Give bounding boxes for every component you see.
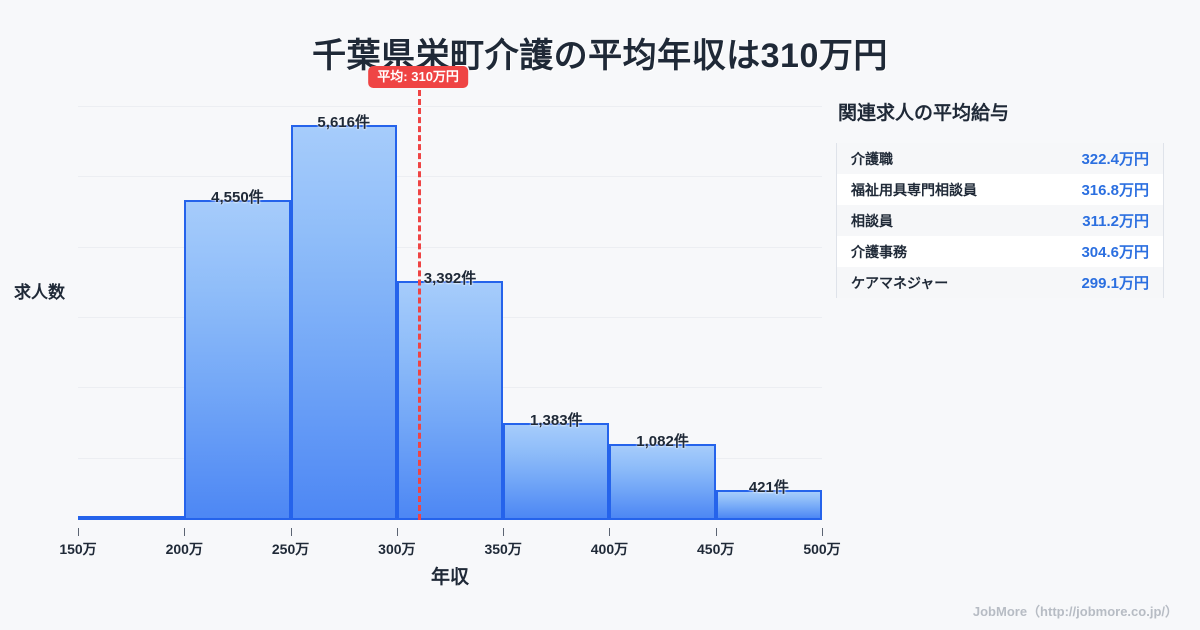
bar-value-label: 5,616件 (317, 114, 370, 131)
panel-heading: 関連求人の平均給与 (838, 103, 1010, 124)
x-axis-tick-label: 350万 (484, 541, 522, 557)
plot-area: 4,550件 5,616件 3,392件 1,383件 1,082件 421件 150万 20… (59, 66, 841, 557)
average-salary-value: 311.2万円 (1082, 213, 1149, 230)
y-axis-title: 求人数 (14, 283, 65, 302)
job-title-label: 福祉用具専門相談員 (851, 181, 977, 198)
average-salary-value: 316.8万円 (1081, 182, 1149, 199)
x-axis-tick-label: 250万 (271, 541, 310, 557)
x-axis-tick-label: 150万 (59, 541, 97, 557)
histogram-bar (290, 125, 397, 520)
table-row[interactable]: ケアマネジャー 299.1万円 (837, 267, 1163, 298)
watermark: JobMore（http://jobmore.co.jp/） (972, 604, 1178, 619)
x-axis-tick (290, 528, 292, 536)
histogram-bar (184, 199, 291, 520)
table-row[interactable]: 介護職 322.4万円 (837, 143, 1163, 174)
x-axis-tick (396, 528, 398, 536)
bar-value-label: 1,383件 (530, 411, 583, 429)
salary-table: 介護職 322.4万円福祉用具専門相談員 316.8万円相談員 311.2万円介護事務… (836, 143, 1164, 298)
bar-value-label: 1,082件 (636, 432, 689, 450)
x-axis-tick-label: 450万 (697, 541, 735, 557)
histogram-bar (503, 422, 610, 520)
table-row[interactable]: 介護事務 304.6万円 (837, 236, 1163, 267)
average-badge: 平均: 310万円 (368, 66, 468, 88)
job-title-label: 相談員 (851, 212, 893, 229)
histogram-bar (78, 515, 185, 520)
x-axis-tick (184, 528, 186, 536)
x-axis-tick (78, 528, 79, 536)
job-title-label: 介護事務 (851, 243, 907, 260)
job-title-label: 介護職 (851, 150, 893, 167)
x-axis-tick-label: 500万 (803, 541, 841, 557)
x-axis-tick (503, 528, 505, 536)
x-axis-tick-label: 200万 (165, 541, 203, 557)
gridline (78, 246, 822, 248)
average-line (418, 90, 422, 520)
x-axis-title: 年収 (430, 567, 469, 588)
histogram-chart: 求人数 4,550件 5,616件 3,392件 1,383件 1,082件 421件 15… (0, 66, 841, 590)
x-axis-tick-label: 300万 (378, 541, 416, 557)
histogram-bar (609, 443, 716, 520)
job-title-label: ケアマネジャー (851, 274, 949, 291)
bar-value-label: 3,392件 (423, 270, 477, 288)
average-salary-value: 322.4万円 (1081, 151, 1149, 168)
x-axis-tick-label: 400万 (590, 541, 629, 557)
x-axis-tick (609, 528, 611, 536)
table-row[interactable]: 相談員 311.2万円 (837, 205, 1163, 236)
table-row[interactable]: 福祉用具専門相談員 316.8万円 (837, 174, 1163, 205)
histogram-bar (715, 490, 822, 520)
gridline (78, 176, 822, 178)
average-salary-value: 299.1万円 (1081, 275, 1149, 292)
gridline (78, 106, 822, 107)
x-axis-tick (715, 528, 717, 536)
bar-value-label: 4,550件 (211, 188, 264, 206)
page-title: 千葉県栄町介護の平均年収は310万円 (312, 37, 888, 75)
related-salary-panel: 関連求人の平均給与 介護職 322.4万円福祉用具専門相談員 316.8万円相談員 3… (836, 98, 1176, 298)
bar-value-label: 421件 (748, 479, 789, 497)
average-salary-value: 304.6万円 (1081, 244, 1149, 261)
histogram-bar (396, 281, 504, 520)
x-axis-tick (822, 528, 823, 536)
